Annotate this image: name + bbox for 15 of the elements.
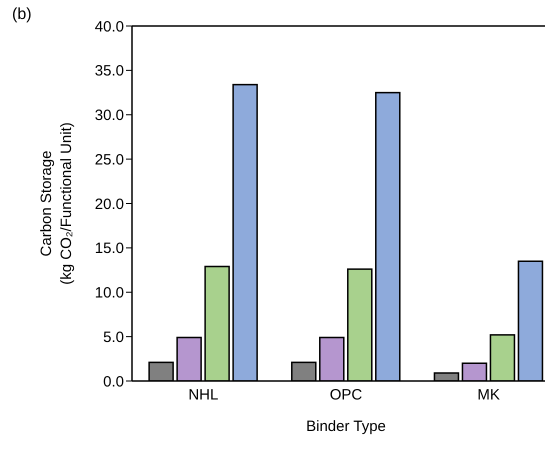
y-tick-label: 40.0 bbox=[94, 18, 124, 36]
text: (b) bbox=[12, 6, 32, 24]
y-tick-label: 0.0 bbox=[103, 373, 124, 390]
y-tick-label: 35.0 bbox=[94, 62, 124, 80]
x-tick-label: MK bbox=[477, 386, 500, 404]
y-tick-label: 30.0 bbox=[94, 107, 124, 124]
y-tick-label: 10.0 bbox=[94, 284, 124, 302]
x-tick-label: OPC bbox=[330, 386, 362, 404]
y-tick-label: 25.0 bbox=[94, 151, 124, 168]
x-tick-label: NHL bbox=[188, 386, 218, 404]
y-tick-label: 5.0 bbox=[103, 328, 124, 346]
x-axis-title: Binder Type bbox=[306, 418, 386, 435]
y-axis-title: Carbon Storage (kg CO₂/Functional Unit) bbox=[38, 122, 75, 285]
y-tick-label: 20.0 bbox=[94, 196, 124, 213]
y-tick-label: 15.0 bbox=[94, 240, 124, 258]
